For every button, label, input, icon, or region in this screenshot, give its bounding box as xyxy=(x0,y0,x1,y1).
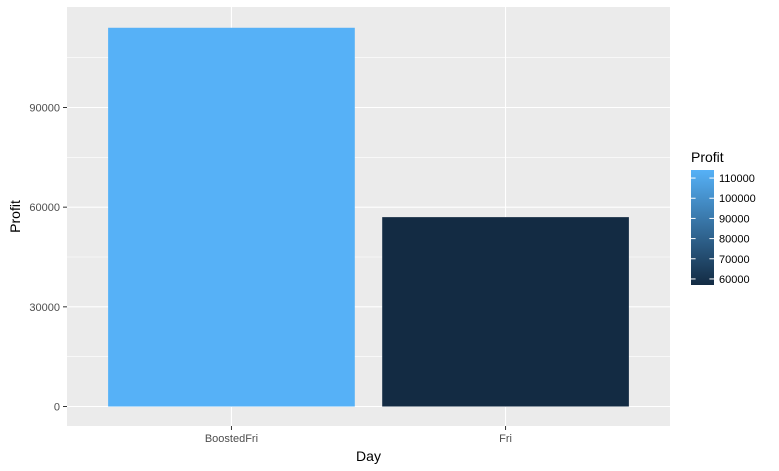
legend: Profit 60000 70000 80000 90000 100000 110000 xyxy=(691,149,756,286)
legend-label: 100000 xyxy=(719,193,756,205)
x-axis-title: Day xyxy=(356,448,381,464)
bar-fri xyxy=(382,217,629,407)
legend-ticks: 60000 70000 80000 90000 100000 110000 xyxy=(691,173,756,286)
legend-title: Profit xyxy=(691,149,724,165)
y-axis: 0 30000 60000 90000 xyxy=(29,103,67,414)
y-tick-label: 30000 xyxy=(29,302,60,314)
legend-label: 110000 xyxy=(719,173,755,185)
legend-label: 90000 xyxy=(719,213,750,225)
legend-label: 70000 xyxy=(719,254,750,266)
legend-label: 80000 xyxy=(719,234,750,246)
y-tick-label: 0 xyxy=(54,402,60,414)
y-axis-title: Profit xyxy=(7,200,23,233)
y-tick-label: 60000 xyxy=(29,202,60,214)
legend-colorbar xyxy=(691,170,714,285)
y-tick-label: 90000 xyxy=(29,103,60,115)
legend-label: 60000 xyxy=(719,274,750,286)
x-axis: BoostedFri Fri xyxy=(205,426,512,445)
x-tick-label: Fri xyxy=(499,433,512,445)
bars xyxy=(108,27,629,407)
bar-boostedfri xyxy=(108,27,355,407)
x-tick-label: BoostedFri xyxy=(205,433,258,445)
